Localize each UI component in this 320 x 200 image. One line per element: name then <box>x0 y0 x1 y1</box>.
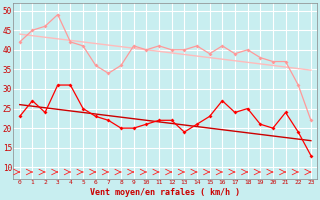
X-axis label: Vent moyen/en rafales ( km/h ): Vent moyen/en rafales ( km/h ) <box>90 188 240 197</box>
